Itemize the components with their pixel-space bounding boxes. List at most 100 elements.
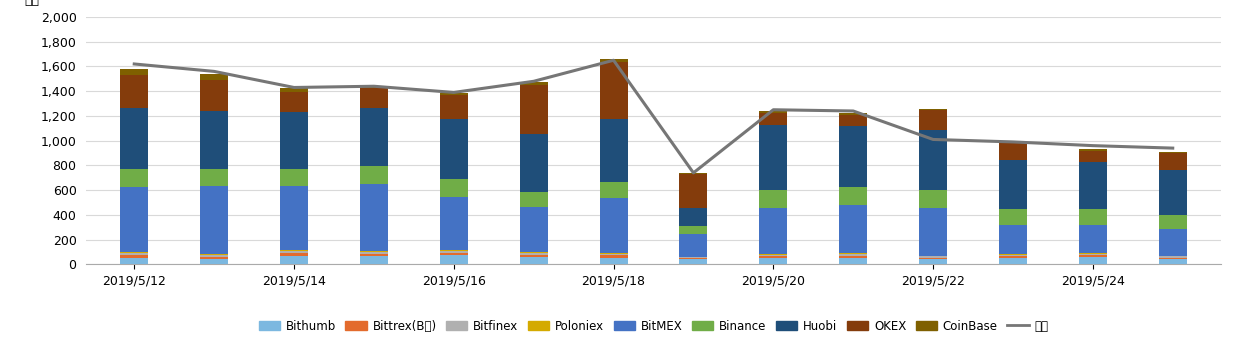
Bar [360, 184, 388, 251]
Bar [121, 75, 148, 108]
Bar [440, 253, 467, 255]
Bar [280, 186, 308, 251]
Bar [840, 256, 867, 258]
Bar [919, 110, 947, 130]
Bar [760, 113, 788, 125]
Bar [440, 197, 467, 250]
Bar [599, 255, 628, 258]
Bar [679, 173, 708, 174]
Bar [679, 174, 708, 208]
Bar [679, 258, 708, 259]
Bar [919, 258, 947, 259]
Bar [599, 198, 628, 253]
Bar [519, 82, 547, 85]
Bar [280, 113, 308, 170]
Bar [280, 88, 308, 92]
合计 [207, 69, 222, 74]
Bar [599, 59, 628, 62]
Bar [1079, 257, 1107, 264]
Bar [999, 143, 1027, 160]
Bar [679, 257, 708, 258]
Legend: Bithumb, Bittrex(B网), Bitfinex, Poloniex, BitMEX, Binance, Huobi, OKEX, CoinBase: Bithumb, Bittrex(B网), Bitfinex, Poloniex… [254, 315, 1053, 337]
Bar [280, 252, 308, 253]
Bar [840, 205, 867, 253]
Bar [440, 255, 467, 264]
Bar [200, 254, 228, 255]
Bar [1079, 253, 1107, 254]
Bar [999, 225, 1027, 254]
Bar [1159, 215, 1186, 229]
Bar [840, 253, 867, 254]
Bar [121, 68, 148, 75]
Bar [999, 160, 1027, 210]
合计 [1165, 146, 1180, 150]
Bar [360, 108, 388, 166]
Bar [200, 259, 228, 264]
Bar [760, 254, 788, 255]
Bar [1159, 170, 1186, 215]
Bar [360, 252, 388, 254]
Bar [1079, 162, 1107, 210]
Bar [440, 251, 467, 253]
Bar [280, 92, 308, 113]
Bar [1079, 225, 1107, 253]
Bar [1079, 254, 1107, 255]
Bar [1079, 210, 1107, 225]
Bar [999, 255, 1027, 256]
Bar [360, 86, 388, 88]
Bar [440, 250, 467, 251]
Bar [679, 226, 708, 234]
Bar [1159, 256, 1186, 258]
Bar [360, 166, 388, 184]
Bar [840, 254, 867, 256]
Bar [599, 254, 628, 255]
Bar [760, 256, 788, 258]
Bar [121, 187, 148, 252]
Bar [999, 256, 1027, 258]
Bar [1159, 258, 1186, 259]
Bar [679, 259, 708, 264]
Bar [679, 208, 708, 226]
合计 [127, 62, 142, 66]
Bar [200, 80, 228, 111]
Bar [1159, 153, 1186, 170]
Bar [1079, 255, 1107, 257]
Bar [200, 169, 228, 186]
Bar [999, 258, 1027, 264]
Bar [440, 95, 467, 119]
Bar [599, 253, 628, 254]
Bar [919, 207, 947, 256]
合计 [1085, 144, 1100, 148]
Bar [760, 190, 788, 208]
Bar [1159, 152, 1186, 153]
Bar [599, 119, 628, 182]
Bar [280, 251, 308, 252]
Bar [679, 234, 708, 257]
Bar [840, 113, 867, 115]
Bar [919, 256, 947, 258]
Bar [519, 255, 547, 257]
Bar [519, 252, 547, 253]
合计 [446, 91, 461, 95]
Bar [1079, 149, 1107, 151]
Bar [121, 252, 148, 253]
合计 [926, 137, 941, 141]
合计 [607, 58, 621, 62]
合计 [846, 109, 861, 113]
Bar [360, 254, 388, 256]
Bar [200, 111, 228, 169]
Bar [360, 251, 388, 252]
Bar [999, 142, 1027, 143]
合计 [286, 85, 301, 89]
合计 [1006, 140, 1021, 144]
Bar [121, 253, 148, 255]
合计 [766, 108, 780, 112]
Bar [519, 257, 547, 264]
Bar [200, 186, 228, 254]
Bar [760, 208, 788, 254]
Bar [519, 207, 547, 252]
Bar [519, 192, 547, 207]
Bar [121, 108, 148, 169]
Bar [280, 170, 308, 186]
Bar [121, 258, 148, 264]
